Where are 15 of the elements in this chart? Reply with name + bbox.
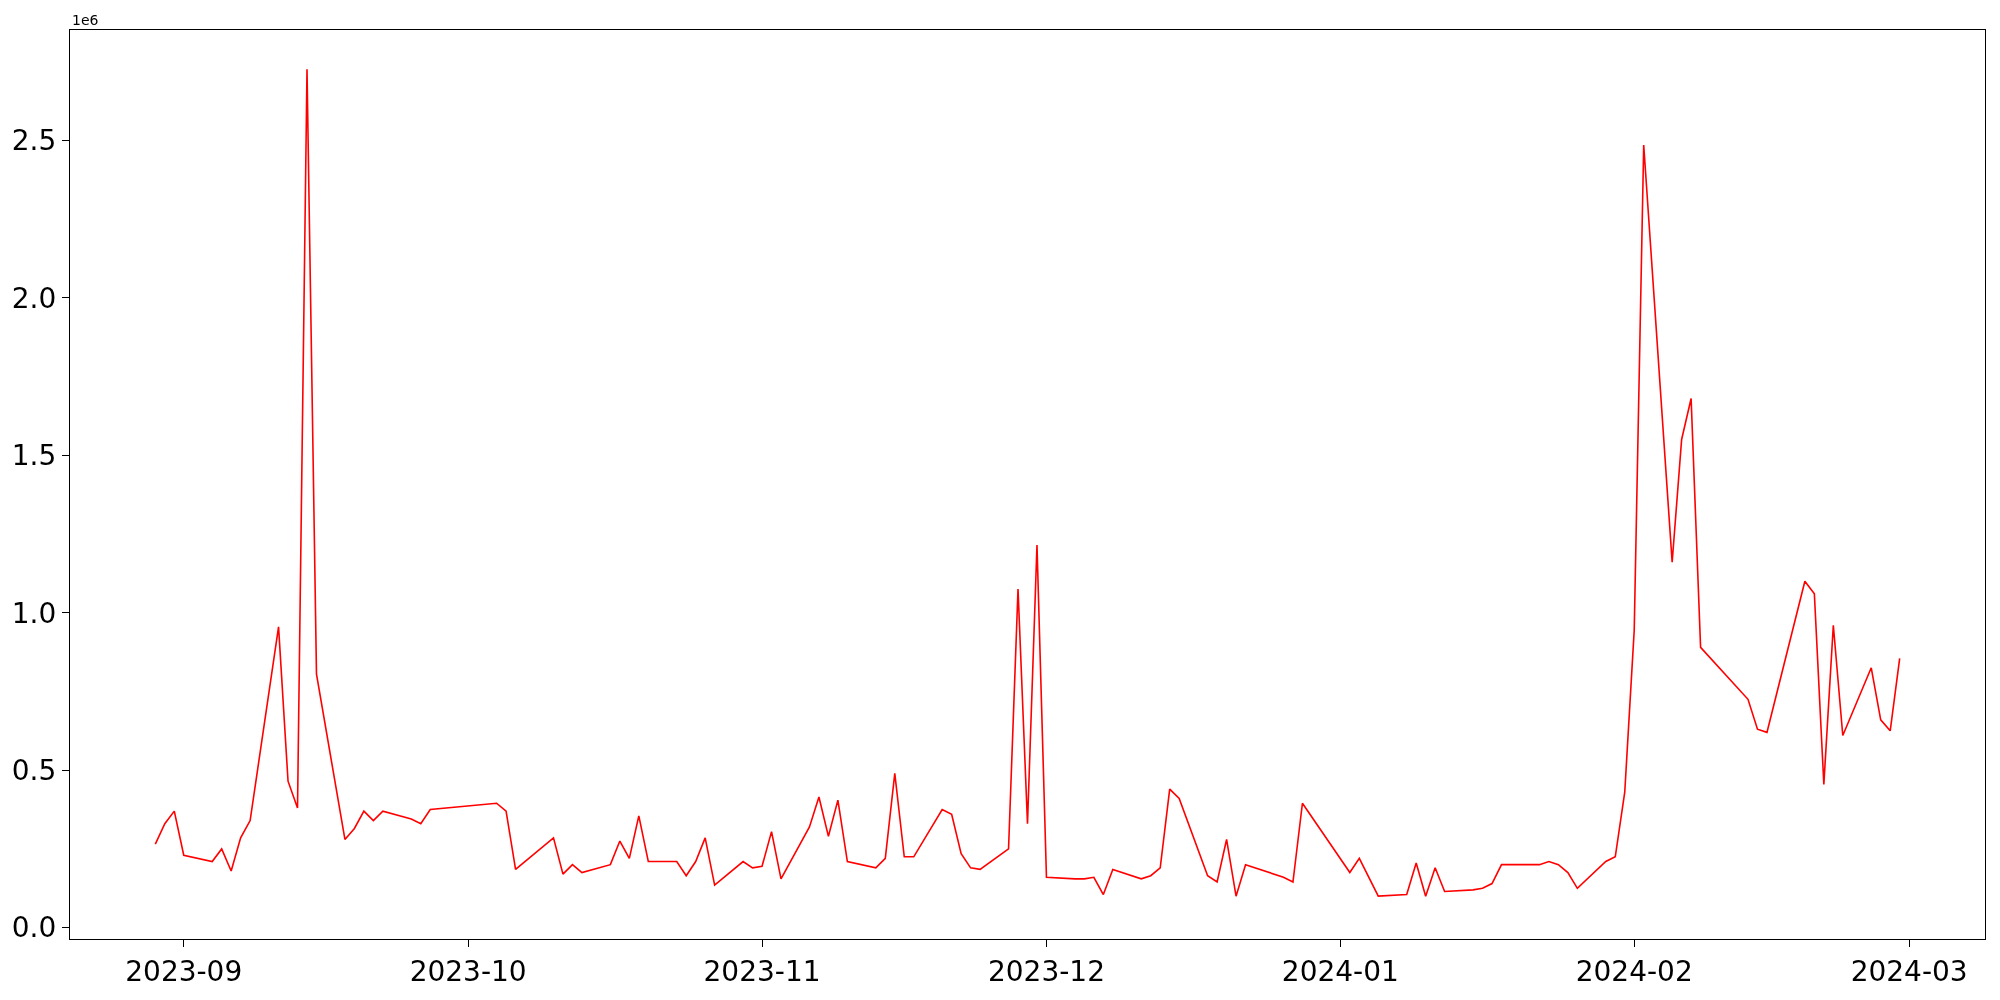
x-tick-label: 2024-03 [1850, 954, 1968, 988]
x-tick-label: 2024-01 [1281, 954, 1399, 988]
x-tick-label: 2023-12 [987, 954, 1105, 988]
y-tick-label: 2.5 [11, 124, 57, 158]
x-tick-label: 2023-10 [409, 954, 527, 988]
y-tick-label: 1.5 [11, 439, 57, 473]
y-tick-label: 0.0 [11, 911, 57, 945]
x-tick-label: 2024-02 [1575, 954, 1693, 988]
x-tick-label: 2023-09 [125, 954, 243, 988]
y-tick-label: 0.5 [11, 753, 57, 787]
line-series [154, 68, 1901, 897]
x-tick-label: 2023-11 [703, 954, 821, 988]
y-tick-label: 1.0 [11, 596, 57, 630]
y-tick-label: 2.0 [11, 281, 57, 315]
text: 1e6 [72, 12, 99, 28]
